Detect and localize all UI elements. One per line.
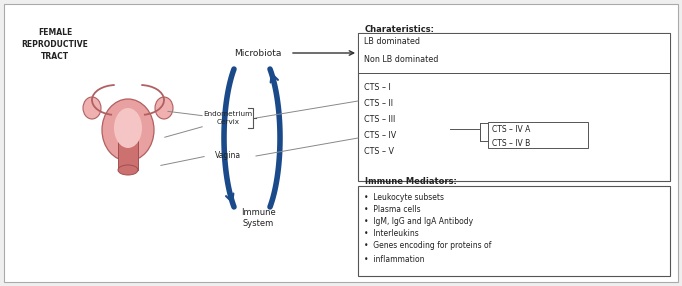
Text: CTS – II: CTS – II bbox=[364, 98, 393, 108]
Bar bbox=[358, 33, 670, 73]
Text: Charateristics:: Charateristics: bbox=[365, 25, 435, 33]
Bar bbox=[118, 138, 138, 170]
Ellipse shape bbox=[83, 97, 101, 119]
Text: Non LB dominated: Non LB dominated bbox=[364, 55, 439, 65]
Text: Immune
System: Immune System bbox=[241, 208, 276, 228]
Ellipse shape bbox=[114, 108, 142, 148]
Bar bbox=[358, 33, 670, 181]
Text: •  Leukocyte subsets: • Leukocyte subsets bbox=[364, 194, 444, 202]
Text: •  IgM, IgG and IgA Antibody: • IgM, IgG and IgA Antibody bbox=[364, 217, 473, 227]
Bar bbox=[358, 186, 670, 276]
Text: CTS – I: CTS – I bbox=[364, 82, 391, 92]
Text: •  Plasma cells: • Plasma cells bbox=[364, 206, 421, 214]
Ellipse shape bbox=[102, 99, 154, 161]
Text: Immune Mediators:: Immune Mediators: bbox=[365, 178, 457, 186]
Text: •  inflammation: • inflammation bbox=[364, 255, 424, 265]
Text: CTS – IV: CTS – IV bbox=[364, 130, 396, 140]
Text: Microbiota: Microbiota bbox=[235, 49, 282, 57]
Bar bbox=[488, 122, 588, 148]
Text: CTS – IV B: CTS – IV B bbox=[492, 138, 530, 148]
Text: CTS – V: CTS – V bbox=[364, 146, 394, 156]
Text: •  Interleukins: • Interleukins bbox=[364, 229, 419, 239]
Ellipse shape bbox=[155, 97, 173, 119]
Text: Vagina: Vagina bbox=[215, 152, 241, 160]
Text: Endometrium
Cervix: Endometrium Cervix bbox=[203, 112, 252, 124]
Text: CTS – IV A: CTS – IV A bbox=[492, 124, 531, 134]
Text: •  Genes encoding for proteins of: • Genes encoding for proteins of bbox=[364, 241, 491, 251]
Text: CTS – III: CTS – III bbox=[364, 114, 396, 124]
Ellipse shape bbox=[118, 165, 138, 175]
Text: FEMALE
REPRODUCTIVE
TRACT: FEMALE REPRODUCTIVE TRACT bbox=[22, 28, 89, 61]
Text: LB dominated: LB dominated bbox=[364, 37, 420, 47]
